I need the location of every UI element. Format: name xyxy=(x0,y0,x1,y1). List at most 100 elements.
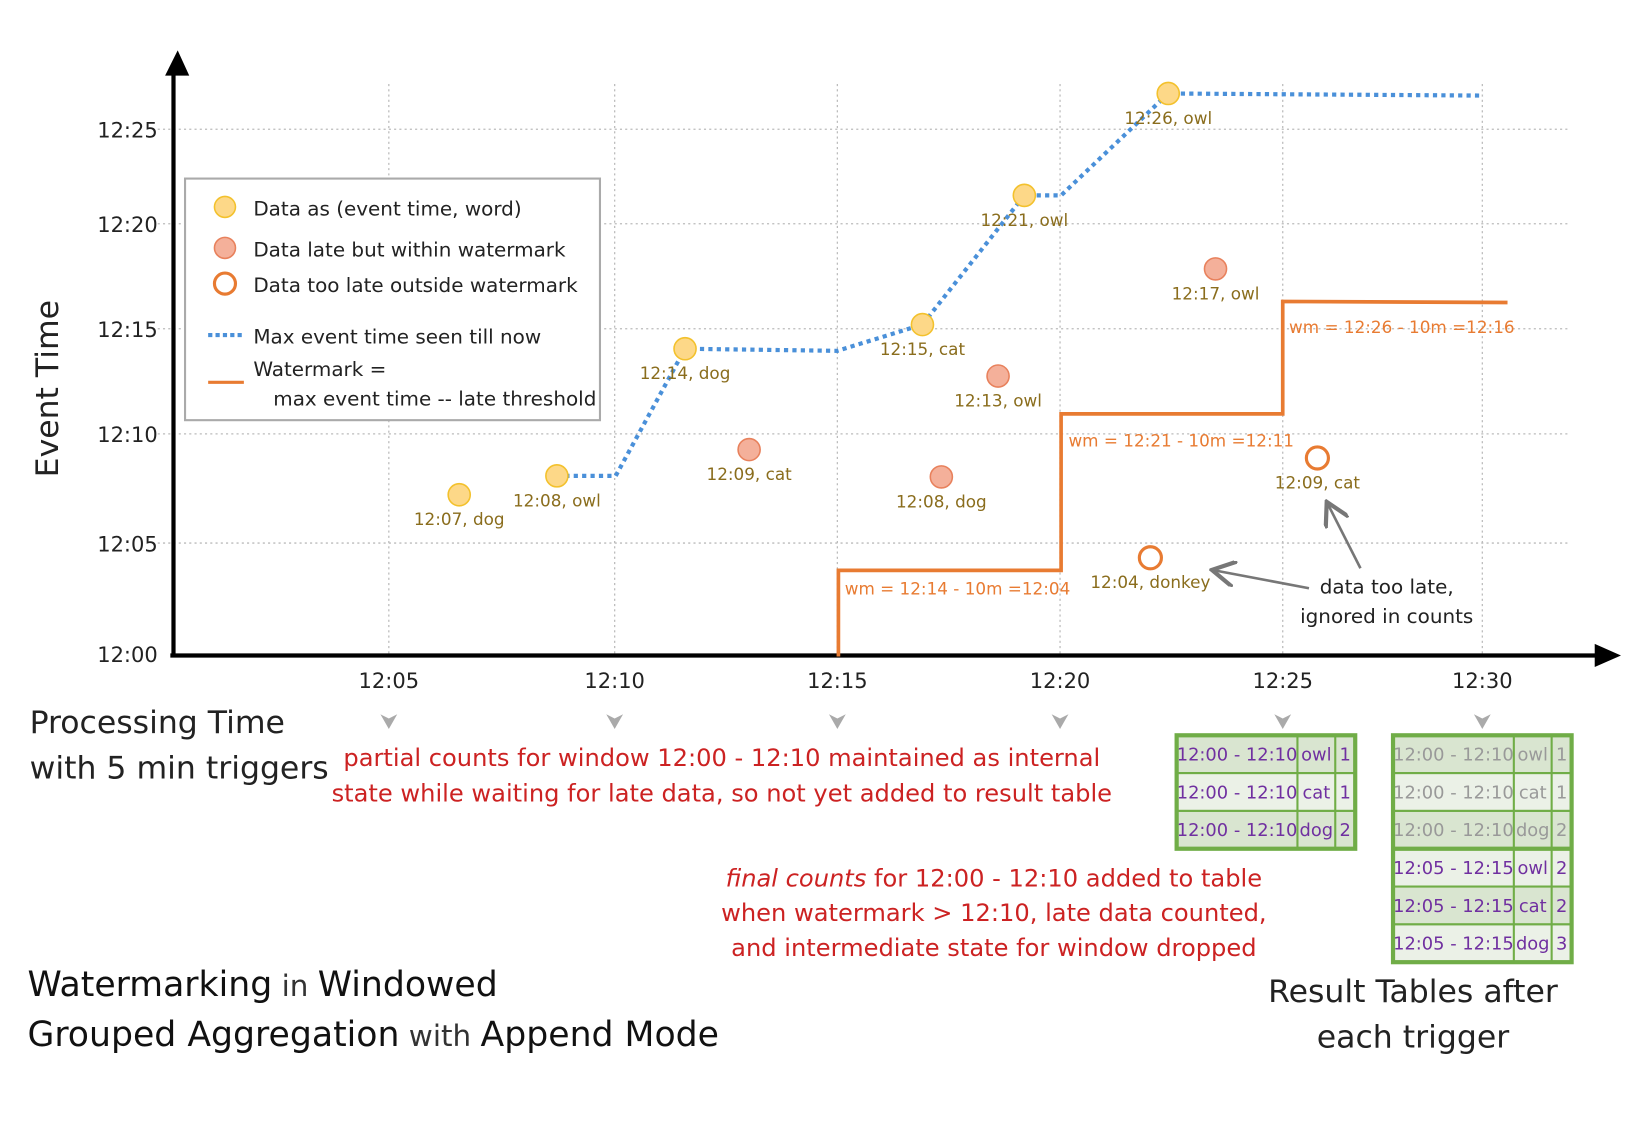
point-data xyxy=(1156,81,1181,106)
table-cell-window: 12:05 - 12:15 xyxy=(1393,858,1514,879)
legend-data: Data as (event time, word) xyxy=(253,196,521,220)
title-word: Windowed xyxy=(318,965,498,1005)
table-row: 12:00 - 12:10 dog 2 xyxy=(1175,809,1357,850)
table-cell-window: 12:00 - 12:10 xyxy=(1393,820,1514,841)
table-cell-window: 12:05 - 12:15 xyxy=(1393,934,1514,955)
point-label: 12:08, dog xyxy=(896,491,987,511)
table-row: 12:05 - 12:15 dog 3 xyxy=(1391,923,1573,964)
point-late xyxy=(737,437,761,462)
point-label: 12:26, owl xyxy=(1124,108,1212,128)
table-row: 12:05 - 12:15 owl 2 xyxy=(1391,847,1573,888)
x-tick-label: 12:10 xyxy=(584,669,645,693)
legend-wm-line1: Watermark = xyxy=(253,357,386,381)
legend-late-icon xyxy=(213,236,237,260)
annotation-arrow-cat-icon xyxy=(1328,504,1362,569)
y-axis-title: Event Time xyxy=(30,300,66,477)
point-data xyxy=(673,336,697,361)
x-axis-title-line2: with 5 min triggers xyxy=(30,750,329,786)
table-cell-window: 12:00 - 12:10 xyxy=(1177,782,1298,803)
table-cell-word: owl xyxy=(1518,745,1548,766)
point-too-late xyxy=(1137,545,1163,571)
table-cell-count: 3 xyxy=(1556,934,1567,955)
partial-note-line2: state while waiting for late data, so no… xyxy=(332,779,1112,807)
result-table: 12:00 - 12:10 owl 112:00 - 12:10 cat 112:00 … xyxy=(1174,733,1358,851)
point-label: 12:14, dog xyxy=(640,363,731,383)
legend-too-late-icon xyxy=(212,271,238,296)
title-line1: Watermarking in Windowed xyxy=(27,965,497,1005)
table-cell-window: 12:00 - 12:10 xyxy=(1393,782,1514,803)
y-tick-label: 12:00 xyxy=(97,643,158,667)
table-cell-count: 2 xyxy=(1556,858,1567,879)
watermark-label-1: wm = 12:14 - 10m =12:04 xyxy=(845,579,1071,599)
point-late xyxy=(929,465,954,489)
result-table: 12:00 - 12:10 owl 112:00 - 12:10 cat 112:00 … xyxy=(1390,733,1574,965)
too-late-note-line2: ignored in counts xyxy=(1300,604,1473,628)
title-word: Watermarking xyxy=(27,965,272,1005)
result-caption-line1: Result Tables after xyxy=(1268,974,1558,1010)
table-cell-count: 1 xyxy=(1340,782,1351,803)
table-cell-window: 12:00 - 12:10 xyxy=(1177,820,1298,841)
table-cell-count: 2 xyxy=(1340,820,1351,841)
final-note-line2: when watermark > 12:10, late data counte… xyxy=(721,899,1266,927)
trigger-arrow-icon xyxy=(1051,714,1069,729)
final-note-line1: final counts for 12:00 - 12:10 added to … xyxy=(726,865,1263,893)
point-label: 12:07, dog xyxy=(414,509,505,529)
table-cell-word: cat xyxy=(1519,896,1547,917)
table-row: 12:00 - 12:10 cat 1 xyxy=(1175,772,1357,812)
x-tick-label: 12:20 xyxy=(1030,669,1091,693)
table-cell-count: 1 xyxy=(1556,745,1567,766)
point-data xyxy=(447,482,472,507)
legend: Data as (event time, word) Data late but… xyxy=(183,177,602,422)
too-late-note-line1: data too late, xyxy=(1320,574,1454,598)
y-tick-label: 12:10 xyxy=(97,423,158,447)
table-row: 12:00 - 12:10 owl 1 xyxy=(1175,734,1357,775)
x-tick-label: 12:05 xyxy=(359,669,420,693)
point-label: 12:21, owl xyxy=(980,210,1068,230)
table-row: 12:00 - 12:10 dog 2 xyxy=(1391,809,1573,850)
point-late xyxy=(986,364,1010,388)
trigger-arrow-icon xyxy=(606,714,624,729)
y-tick-label: 12:20 xyxy=(97,213,158,237)
trigger-arrow-icon xyxy=(1473,714,1491,729)
legend-data-icon xyxy=(213,195,237,219)
watermark-line xyxy=(836,299,1508,657)
partial-note-line1: partial counts for window 12:00 - 12:10 … xyxy=(343,744,1100,772)
point-data xyxy=(910,312,935,337)
final-note-line3: and intermediate state for window droppe… xyxy=(731,934,1256,962)
point-label: 12:04, donkey xyxy=(1090,572,1210,592)
table-cell-word: cat xyxy=(1302,782,1330,803)
table-row: 12:05 - 12:15 cat 2 xyxy=(1391,885,1573,926)
legend-late: Data late but within watermark xyxy=(253,237,566,261)
annotation-arrow-donkey-icon xyxy=(1214,570,1310,590)
title-word: Grouped Aggregation xyxy=(27,1015,399,1055)
point-data xyxy=(1012,183,1037,208)
point-label: 12:13, owl xyxy=(954,391,1042,411)
watermark-label-3: wm = 12:26 - 10m =12:16 xyxy=(1289,317,1515,337)
table-cell-word: owl xyxy=(1518,858,1548,879)
table-cell-window: 12:05 - 12:15 xyxy=(1393,896,1514,917)
x-tick-label: 12:25 xyxy=(1252,669,1313,693)
y-tick-label: 12:05 xyxy=(97,532,158,556)
table-cell-window: 12:00 - 12:10 xyxy=(1393,745,1514,766)
y-tick-label: 12:15 xyxy=(97,318,158,342)
point-label: 12:17, owl xyxy=(1172,283,1260,303)
table-cell-word: dog xyxy=(1300,820,1334,841)
x-axis-title-line1: Processing Time xyxy=(30,705,285,741)
result-caption-line2: each trigger xyxy=(1317,1019,1509,1055)
title-word: in xyxy=(272,969,318,1003)
point-late xyxy=(1203,257,1228,281)
legend-max: Max event time seen till now xyxy=(253,324,541,348)
x-axis-arrow-icon xyxy=(1594,643,1621,668)
table-cell-count: 1 xyxy=(1340,745,1351,766)
final-note-emphasis: final counts xyxy=(726,865,867,893)
table-cell-word: owl xyxy=(1301,745,1331,766)
table-cell-word: dog xyxy=(1516,934,1550,955)
point-data xyxy=(545,464,569,488)
max-event-time-line xyxy=(556,91,1484,478)
point-label: 12:15, cat xyxy=(880,339,966,359)
title-line2: Grouped Aggregation with Append Mode xyxy=(27,1015,719,1055)
legend-too-late: Data too late outside watermark xyxy=(253,273,578,297)
final-note-rest: for 12:00 - 12:10 added to table xyxy=(866,865,1262,893)
trigger-arrow-icon xyxy=(380,714,398,729)
